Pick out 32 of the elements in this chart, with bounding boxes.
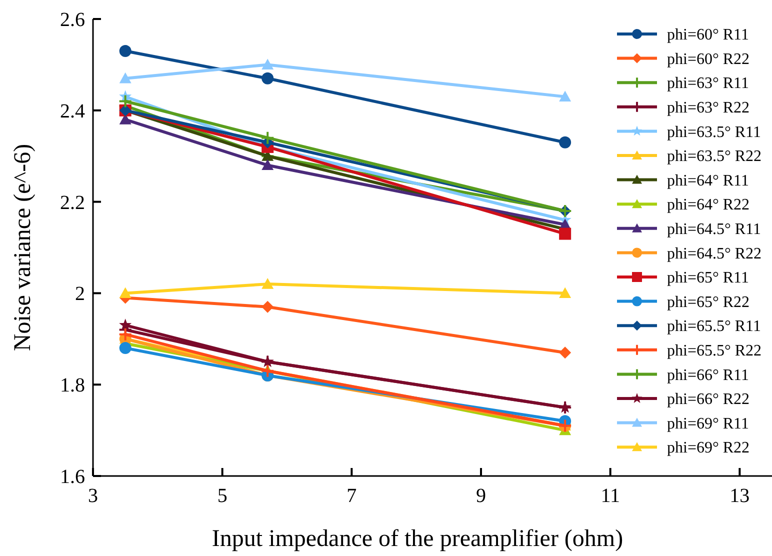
x-tick-label: 13	[730, 485, 750, 507]
y-axis-title: Noise variance (e^-6)	[10, 144, 36, 352]
legend-label: phi=69° R22	[667, 440, 750, 457]
legend-label: phi=63.5° R11	[667, 124, 761, 141]
x-axis-title: Input impedance of the preamplifier (ohm)	[212, 526, 624, 552]
legend-label: phi=65° R11	[667, 270, 749, 287]
legend-label: phi=66° R22	[667, 391, 750, 408]
y-tick-label: 1.8	[60, 374, 85, 397]
legend-label: phi=60° R22	[667, 50, 750, 68]
legend-label: phi=64° R11	[667, 172, 749, 190]
y-tick-label: 2.6	[60, 9, 85, 31]
legend-label: phi=60° R11	[667, 26, 749, 44]
y-tick-label: 1.6	[60, 466, 85, 488]
x-tick-label: 3	[88, 485, 98, 507]
legend-label: phi=64.5° R22	[667, 245, 762, 262]
legend-label: phi=63° R11	[667, 75, 749, 92]
legend-label: phi=65.5° R11	[667, 318, 761, 336]
legend-label: phi=63.5° R22	[667, 148, 762, 166]
legend-label: phi=64.5° R11	[667, 221, 761, 238]
legend-label: phi=64° R22	[667, 196, 750, 214]
y-tick-label: 2.2	[60, 192, 85, 214]
x-tick-label: 11	[600, 485, 620, 507]
legend-label: phi=65° R22	[667, 294, 750, 311]
y-tick-label: 2	[75, 283, 85, 306]
x-tick-label: 5	[217, 485, 228, 507]
legend-label: phi=69° R11	[667, 415, 749, 432]
legend-label: phi=66° R11	[667, 366, 749, 384]
legend-label: phi=65.5° R22	[667, 342, 762, 360]
y-tick-label: 2.4	[60, 100, 85, 122]
x-tick-label: 9	[476, 485, 486, 507]
x-tick-label: 7	[346, 485, 357, 507]
legend-label: phi=63° R22	[667, 100, 750, 116]
